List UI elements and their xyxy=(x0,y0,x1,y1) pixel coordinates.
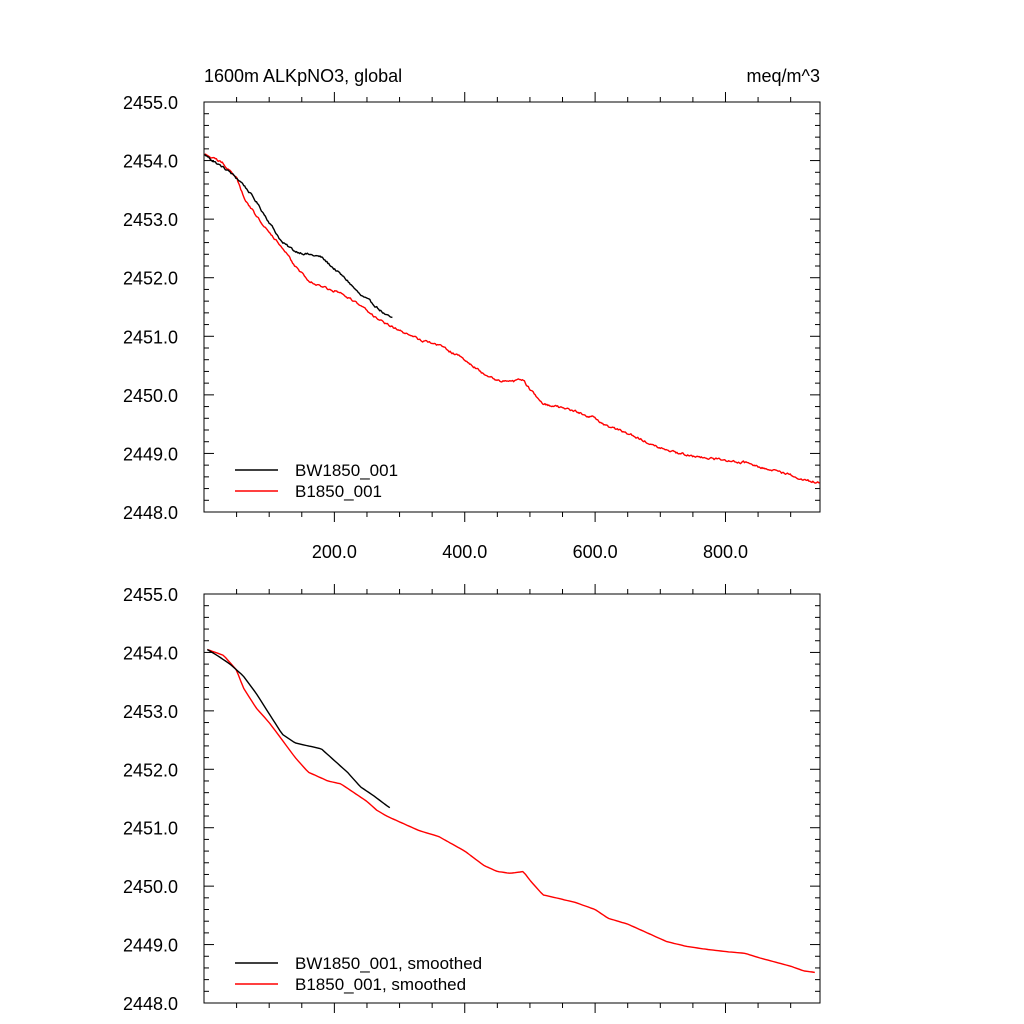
legend-label: B1850_001, smoothed xyxy=(295,975,466,994)
series-line xyxy=(207,648,815,974)
y-tick-label: 2448.0 xyxy=(123,503,178,523)
y-tick-label: 2451.0 xyxy=(123,819,178,839)
x-tick-label: 800.0 xyxy=(703,542,748,562)
x-tick-label: 600.0 xyxy=(573,542,618,562)
y-tick-label: 2449.0 xyxy=(123,444,178,464)
y-tick-label: 2449.0 xyxy=(123,936,178,956)
y-tick-label: 2455.0 xyxy=(123,585,178,605)
y-tick-label: 2450.0 xyxy=(123,877,178,897)
y-tick-label: 2455.0 xyxy=(123,93,178,113)
y-tick-label: 2453.0 xyxy=(123,210,178,230)
top-panel: 2448.0 2449.0 2450.0 2451.0 2452.0 2453.0 2454… xyxy=(123,66,821,562)
y-tick-label: 2454.0 xyxy=(123,643,178,663)
legend-label: B1850_001 xyxy=(295,482,382,501)
series-line xyxy=(206,648,391,809)
x-tick-label: 400.0 xyxy=(442,542,487,562)
chart-title: 1600m ALKpNO3, global xyxy=(204,66,402,86)
y-tick-label: 2452.0 xyxy=(123,269,178,289)
y-tick-label: 2450.0 xyxy=(123,386,178,406)
y-tick-label: 2452.0 xyxy=(123,760,178,780)
y-tick-label: 2453.0 xyxy=(123,702,178,722)
legend-label: BW1850_001 xyxy=(295,461,398,480)
chart-units: meq/m^3 xyxy=(747,66,820,86)
y-tick-label: 2454.0 xyxy=(123,152,178,172)
bottom-panel: 2448.0 2449.0 2450.0 2451.0 2452.0 2453.0 2454… xyxy=(123,584,821,1014)
y-tick-label: 2448.0 xyxy=(123,994,178,1014)
legend-label: BW1850_001, smoothed xyxy=(295,954,482,973)
x-tick-label: 200.0 xyxy=(312,542,357,562)
plot-frame xyxy=(203,101,821,513)
series-line xyxy=(204,153,393,319)
plot-frame xyxy=(203,593,821,1004)
y-tick-label: 2451.0 xyxy=(123,327,178,347)
series-line xyxy=(204,153,820,484)
